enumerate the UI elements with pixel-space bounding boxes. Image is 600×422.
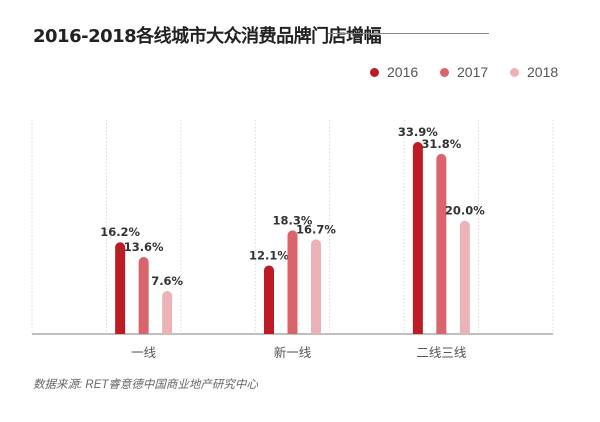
data-label: 33.9%	[398, 125, 438, 139]
legend-item-2016: 2016	[370, 64, 440, 80]
legend-label-2018: 2018	[527, 64, 559, 80]
category-label: 二线三线	[416, 345, 467, 360]
data-label: 16.2%	[100, 225, 140, 239]
data-label: 7.6%	[151, 274, 183, 288]
legend-item-2018: 2018	[510, 64, 580, 80]
bar-2016-0	[115, 242, 126, 334]
data-label: 31.8%	[421, 137, 461, 151]
data-label: 18.3%	[273, 213, 313, 227]
data-label: 20.0%	[445, 204, 485, 218]
bar-2017-1	[287, 230, 298, 334]
bar-2016-2	[412, 142, 423, 334]
bar-2017-0	[138, 256, 149, 334]
category-label: 新一线	[274, 345, 312, 360]
data-label: 16.7%	[296, 222, 336, 236]
data-label: 13.6%	[124, 240, 164, 254]
legend-dot-2017	[440, 67, 449, 77]
source-note: 数据来源: RET睿意德中国商业地产研究中心	[33, 379, 258, 391]
legend: 2016 2017 2018	[370, 64, 580, 80]
legend-label-2017: 2017	[457, 64, 489, 80]
bar-2018-2	[459, 220, 470, 334]
legend-item-2017: 2017	[440, 64, 510, 80]
legend-dot-2018	[510, 67, 519, 77]
bar-2018-0	[162, 290, 173, 334]
title-rule	[328, 33, 489, 34]
legend-label-2016: 2016	[387, 64, 419, 80]
bar-2018-1	[311, 239, 321, 334]
bar-2016-1	[264, 265, 274, 334]
category-label: 一线	[131, 345, 157, 360]
legend-dot-2016	[370, 67, 379, 77]
bar-2017-2	[436, 153, 447, 334]
chart-title: 2016-2018各线城市大众消费品牌门店增幅	[33, 26, 382, 47]
data-label: 12.1%	[249, 248, 289, 262]
